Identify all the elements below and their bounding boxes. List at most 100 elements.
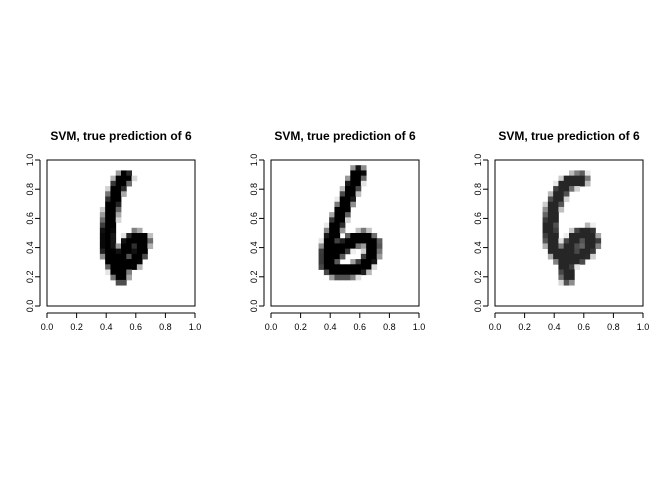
heatmap-cell — [350, 248, 356, 255]
heatmap-cell — [558, 201, 565, 208]
heatmap-cell — [371, 259, 378, 265]
heatmap-cell — [345, 201, 351, 208]
heatmap-cell — [563, 279, 570, 286]
heatmap-cell — [574, 170, 580, 177]
heatmap-cell — [345, 248, 351, 255]
heatmap-cell — [121, 279, 127, 286]
heatmap-cell — [121, 233, 127, 239]
heatmap-cell — [376, 253, 383, 260]
heatmap-cell — [574, 186, 580, 192]
heatmap-cell — [131, 243, 138, 250]
heatmap-cell — [553, 191, 559, 197]
heatmap-cell — [329, 269, 335, 276]
heatmap-cell — [590, 238, 596, 244]
heatmap-cell — [579, 238, 586, 244]
heatmap-cell — [579, 233, 586, 239]
heatmap-cell — [334, 253, 341, 260]
x-tick-label: 0.4 — [548, 322, 561, 332]
heatmap-cell — [115, 180, 122, 187]
heatmap-cell — [334, 238, 341, 244]
heatmap-cell — [99, 212, 106, 218]
heatmap-cell — [366, 264, 372, 270]
heatmap-cell — [105, 186, 111, 192]
heatmap-cell — [147, 238, 154, 244]
y-tick-label: 1.0 — [249, 154, 259, 167]
heatmap-cell — [115, 217, 122, 223]
x-tick-label: 0.8 — [383, 322, 396, 332]
heatmap-cell — [553, 222, 559, 229]
x-axis: 0.0 0.2 0.4 0.6 0.8 1.0 — [489, 312, 649, 332]
heatmap-cell — [350, 170, 356, 177]
heatmap-cell — [360, 259, 367, 265]
heatmap-cell — [136, 227, 143, 234]
heatmap-cell — [547, 253, 554, 260]
heatmap-cell — [584, 175, 591, 182]
heatmap-cell — [350, 233, 356, 239]
heatmap-cell — [115, 212, 122, 218]
heatmap-cell — [558, 259, 565, 265]
heatmap-cell — [569, 269, 575, 276]
heatmap-cell — [345, 217, 351, 223]
heatmap-cell — [355, 259, 362, 265]
heatmap-cell — [126, 180, 132, 187]
heatmap-cell — [329, 253, 335, 260]
y-axis: 0.0 0.2 0.4 0.6 0.8 1.0 — [25, 154, 41, 312]
heatmap-cell — [334, 233, 341, 239]
heatmap-cell — [553, 243, 559, 250]
x-tick-label: 1.0 — [413, 322, 426, 332]
heatmap-cell — [553, 206, 559, 213]
heatmap-cell — [563, 186, 570, 192]
heatmap-cell — [574, 243, 580, 250]
heatmap-cell — [121, 243, 127, 250]
heatmap-cell — [366, 269, 372, 276]
y-tick-label: 0.6 — [473, 212, 483, 225]
heatmap-cell — [558, 243, 565, 250]
heatmap-cell — [569, 180, 575, 187]
heatmap-cell — [360, 227, 367, 234]
x-tick-label: 0.0 — [41, 322, 54, 332]
heatmap-cell — [542, 206, 549, 213]
x-tick-label: 0.2 — [294, 322, 307, 332]
heatmap-cell — [323, 253, 330, 260]
heatmap-cell — [569, 170, 575, 177]
heatmap-cell — [360, 264, 367, 270]
x-tick-label: 0.2 — [518, 322, 531, 332]
heatmap-cell — [376, 243, 383, 250]
heatmap-cell — [371, 233, 378, 239]
heatmap-cell — [574, 259, 580, 265]
heatmap-cell — [558, 175, 565, 182]
heatmap-cell — [339, 201, 346, 208]
heatmap-cell — [318, 253, 325, 260]
y-axis: 0.0 0.2 0.4 0.6 0.8 1.0 — [249, 154, 265, 312]
heatmap-cell — [136, 238, 143, 244]
heatmap-cell — [366, 253, 372, 260]
x-tick-label: 0.2 — [70, 322, 83, 332]
heatmap-cell — [115, 175, 122, 182]
heatmap-cell — [110, 175, 117, 182]
heatmap-cell — [339, 191, 346, 197]
heatmap-cell — [318, 248, 325, 255]
heatmap-cell — [339, 217, 346, 223]
heatmap-cell — [115, 253, 122, 260]
heatmap-cell — [553, 196, 559, 203]
heatmap-cell — [563, 274, 570, 281]
heatmap-cell — [329, 238, 335, 244]
heatmap-cell — [126, 274, 132, 281]
heatmap-cell — [110, 238, 117, 244]
heatmap-cell — [121, 253, 127, 260]
heatmap-cell — [323, 243, 330, 250]
heatmap-cell — [110, 269, 117, 276]
heatmap-cell — [142, 233, 148, 239]
heatmap-cell — [350, 175, 356, 182]
y-tick-label: 0.2 — [249, 271, 259, 284]
heatmap-cell — [99, 243, 106, 250]
heatmap-cells — [318, 165, 383, 281]
heatmap-cell — [339, 269, 346, 276]
heatmap-cell — [99, 227, 106, 234]
heatmap-cell — [345, 233, 351, 239]
x-tick-label: 0.6 — [578, 322, 591, 332]
heatmap-cell — [131, 248, 138, 255]
heatmap-cell — [99, 248, 106, 255]
heatmap-cell — [355, 269, 362, 276]
heatmap-cell — [366, 248, 372, 255]
